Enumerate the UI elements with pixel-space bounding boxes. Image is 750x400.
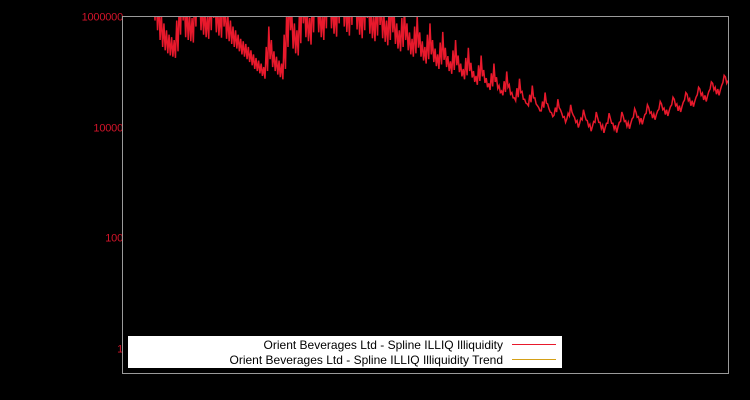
y-axis-tick-label: 1 — [117, 343, 123, 356]
plot-area — [122, 16, 729, 374]
legend-swatch-trend — [512, 359, 556, 360]
plot-svg — [154, 17, 728, 134]
y-axis-tick-label: 100 — [105, 232, 123, 245]
legend-swatch-illiquidity — [512, 344, 556, 345]
y-axis-tick-label: 10000 — [93, 122, 123, 135]
legend-item-trend: Orient Beverages Ltd - Spline ILLIQ Illi… — [128, 352, 556, 367]
legend-label-illiquidity: Orient Beverages Ltd - Spline ILLIQ Illi… — [263, 337, 503, 352]
legend-item-illiquidity: Orient Beverages Ltd - Spline ILLIQ Illi… — [128, 337, 556, 352]
y-axis-tick-label: 1000000 — [81, 11, 124, 24]
legend-label-trend: Orient Beverages Ltd - Spline ILLIQ Illi… — [229, 352, 503, 367]
chart-legend: Orient Beverages Ltd - Spline ILLIQ Illi… — [128, 336, 562, 368]
series-line-illiquidity — [154, 17, 728, 134]
